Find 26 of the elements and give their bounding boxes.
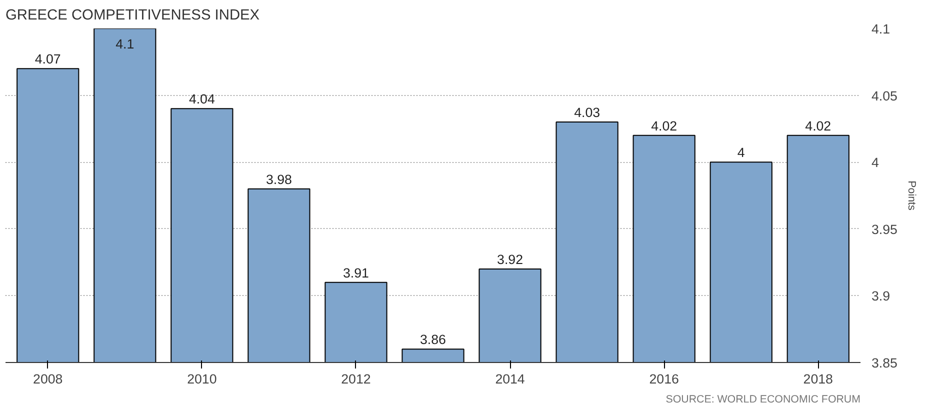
data-label: 4.07 — [34, 52, 61, 67]
x-tick-label: 2018 — [803, 372, 833, 386]
x-tick-label: 2014 — [495, 372, 526, 386]
y-tick-label: 4.05 — [872, 88, 898, 104]
source-note: SOURCE: WORLD ECONOMIC FORUM — [666, 394, 861, 406]
x-tick-label: 2012 — [341, 372, 371, 386]
y-axis-title: Points — [905, 180, 918, 210]
x-tick-label: 2016 — [649, 372, 679, 386]
chart-title: GREECE COMPETITIVENESS INDEX — [6, 8, 260, 24]
data-label: 4.1 — [116, 36, 134, 52]
x-tick-label: 2010 — [187, 372, 217, 386]
y-tick-label: 4.1 — [872, 22, 890, 36]
y-tick-label: 3.85 — [872, 356, 898, 370]
y-tick-label: 3.9 — [872, 288, 890, 304]
data-label: 4.03 — [574, 105, 600, 120]
x-tick-label: 2008 — [33, 372, 63, 386]
data-label: 4.04 — [188, 92, 216, 107]
data-label: 4.02 — [805, 118, 832, 134]
data-label: 4 — [737, 145, 746, 160]
data-label: 3.86 — [420, 332, 446, 348]
data-label: 3.91 — [343, 265, 369, 280]
y-tick-label: 4 — [872, 155, 880, 170]
data-label: 3.98 — [266, 172, 292, 187]
data-label: 3.92 — [497, 252, 524, 267]
data-label: 4.02 — [651, 118, 678, 134]
y-tick-label: 3.95 — [872, 222, 898, 237]
